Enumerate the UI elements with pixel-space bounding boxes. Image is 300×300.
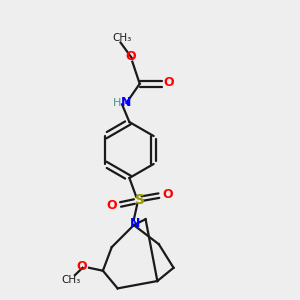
Text: O: O <box>106 200 117 212</box>
Text: S: S <box>135 193 145 207</box>
Text: N: N <box>130 217 140 230</box>
Text: O: O <box>125 50 136 64</box>
Text: N: N <box>121 96 132 110</box>
Text: O: O <box>162 188 173 201</box>
Text: O: O <box>77 260 87 273</box>
Text: CH₃: CH₃ <box>61 274 80 285</box>
Text: O: O <box>163 76 174 89</box>
Text: H: H <box>112 98 121 108</box>
Text: CH₃: CH₃ <box>112 33 132 43</box>
